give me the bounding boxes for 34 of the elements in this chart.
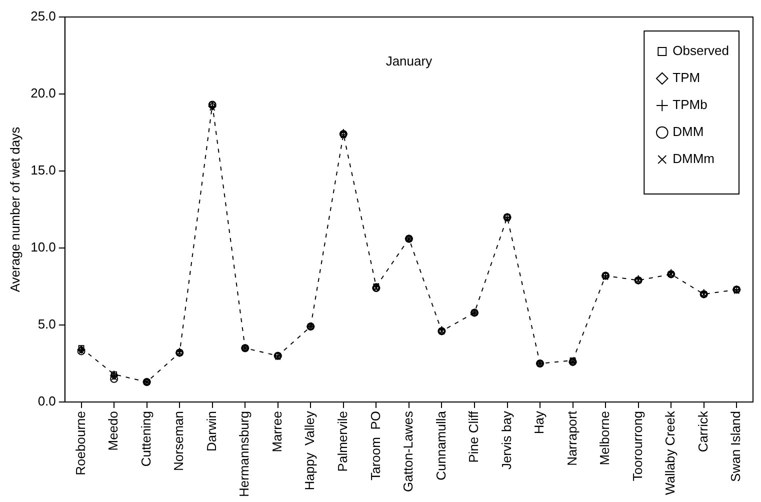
legend-label: Observed xyxy=(672,43,730,58)
x-tick-label: Marree xyxy=(269,411,284,452)
x-tick-label: Happy Valley xyxy=(302,410,318,490)
y-tick-label: 20.0 xyxy=(30,86,56,101)
legend-label: TPMb xyxy=(672,97,708,112)
x-tick-label: Roebourne xyxy=(72,411,88,476)
legend-label: DMM xyxy=(672,124,704,140)
text: January xyxy=(386,54,433,69)
x-tick-label: Taroom PO xyxy=(368,411,383,480)
y-tick-label: 10.0 xyxy=(30,240,56,255)
legend-label: TPM xyxy=(672,70,700,86)
x-tick-label: Hay xyxy=(532,410,547,434)
x-tick-label: Darwin xyxy=(204,411,219,452)
y-tick-label: 0.0 xyxy=(38,394,56,409)
x-tick-label: Swan Island xyxy=(728,411,744,482)
x-tick-label: Norseman xyxy=(171,411,186,471)
x-tick-label: Narraport xyxy=(564,410,580,466)
x-tick-label: Cuttening xyxy=(138,411,154,467)
legend-label: DMMm xyxy=(672,151,715,166)
y-tick-label: 5.0 xyxy=(38,316,56,332)
x-tick-label: Wallaby Creek xyxy=(662,410,678,496)
x-tick-label: Melborne xyxy=(597,411,612,466)
x-tick-label: Toorourrong xyxy=(630,411,645,482)
y-axis-title: Average number of wet days xyxy=(7,126,22,292)
y-tick-label: 15.0 xyxy=(30,162,56,178)
x-tick-label: Meedo xyxy=(106,411,121,451)
x-tick-label: Carrick xyxy=(695,410,710,452)
x-tick-label: Cunnamulla xyxy=(433,410,448,480)
x-tick-label: Palmervile xyxy=(334,411,350,472)
y-tick-label: 25.0 xyxy=(30,8,56,24)
x-tick-label: Gatton-Lawes xyxy=(400,410,416,492)
x-tick-label: Jervis bay xyxy=(498,410,514,470)
x-tick-label: Hermannsburg xyxy=(236,411,252,498)
x-tick-label: Pine Cliff xyxy=(466,410,482,463)
